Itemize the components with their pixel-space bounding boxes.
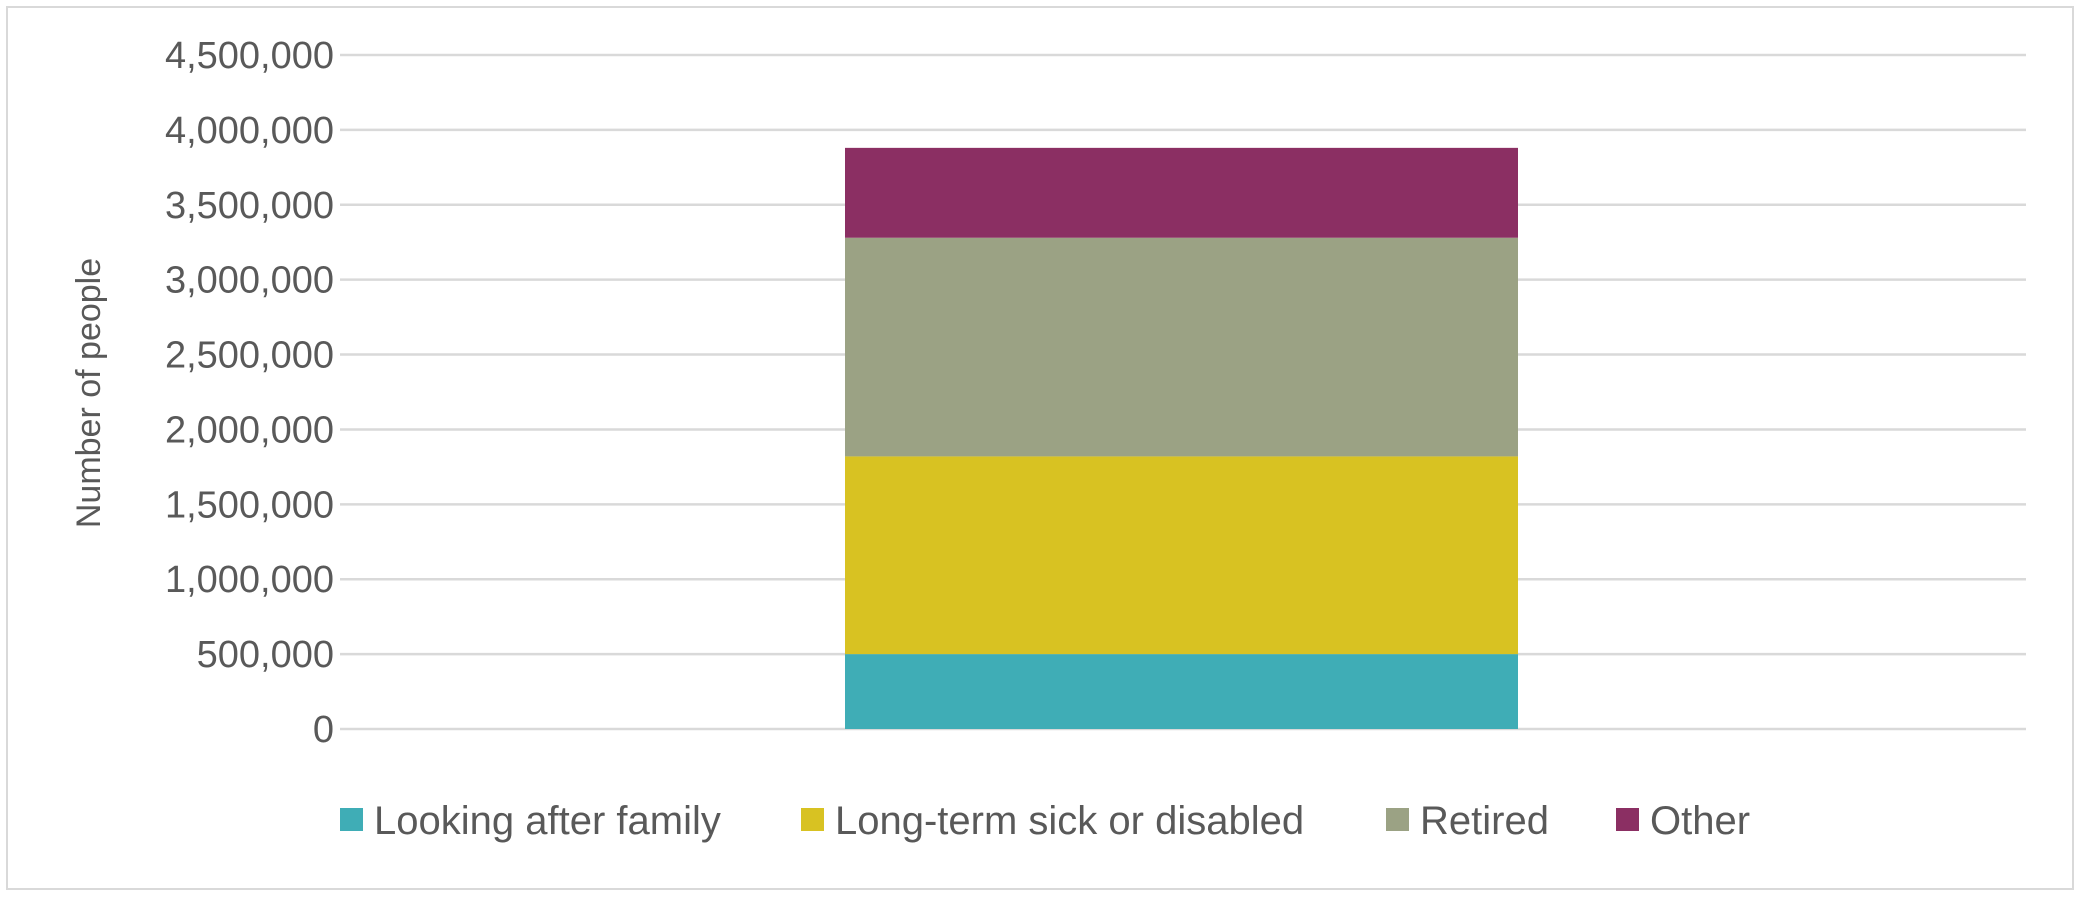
- y-axis-title: Number of people: [70, 258, 108, 528]
- bar-stack: [845, 147, 1518, 729]
- y-tick-label: 500,000: [197, 634, 334, 676]
- bar-segment-looking-after-family: [845, 654, 1518, 729]
- legend: Looking after family Long-term sick or di…: [340, 799, 1750, 843]
- legend-swatch-looking-after-family: [340, 808, 363, 831]
- y-tick-label: 2,500,000: [165, 335, 334, 377]
- y-axis-tick-labels: 0 500,000 1,000,000 1,500,000 2,000,000 2,500…: [165, 35, 334, 751]
- y-tick-label: 4,500,000: [165, 35, 334, 77]
- y-tick-label: 3,000,000: [165, 260, 334, 302]
- y-tick-label: 0: [313, 709, 334, 751]
- y-tick-label: 3,500,000: [165, 185, 334, 227]
- y-tick-label: 1,000,000: [165, 559, 334, 601]
- legend-label-other: Other: [1650, 799, 1750, 843]
- y-tick-label: 1,500,000: [165, 484, 334, 526]
- bar-segment-long-term-sick-or-disabled: [845, 456, 1518, 655]
- legend-label-retired: Retired: [1420, 799, 1549, 843]
- gridlines: [340, 53, 2026, 731]
- legend-swatch-retired: [1386, 808, 1409, 831]
- legend-swatch-other: [1616, 808, 1639, 831]
- legend-label-looking-after-family: Looking after family: [374, 799, 721, 843]
- legend-label-long-term-sick-or-disabled: Long-term sick or disabled: [835, 799, 1304, 843]
- legend-swatch-long-term-sick-or-disabled: [801, 808, 824, 831]
- y-tick-label: 4,000,000: [165, 110, 334, 152]
- y-tick-label: 2,000,000: [165, 409, 334, 451]
- bar-segment-retired: [845, 237, 1518, 457]
- bar-segment-other: [845, 147, 1518, 238]
